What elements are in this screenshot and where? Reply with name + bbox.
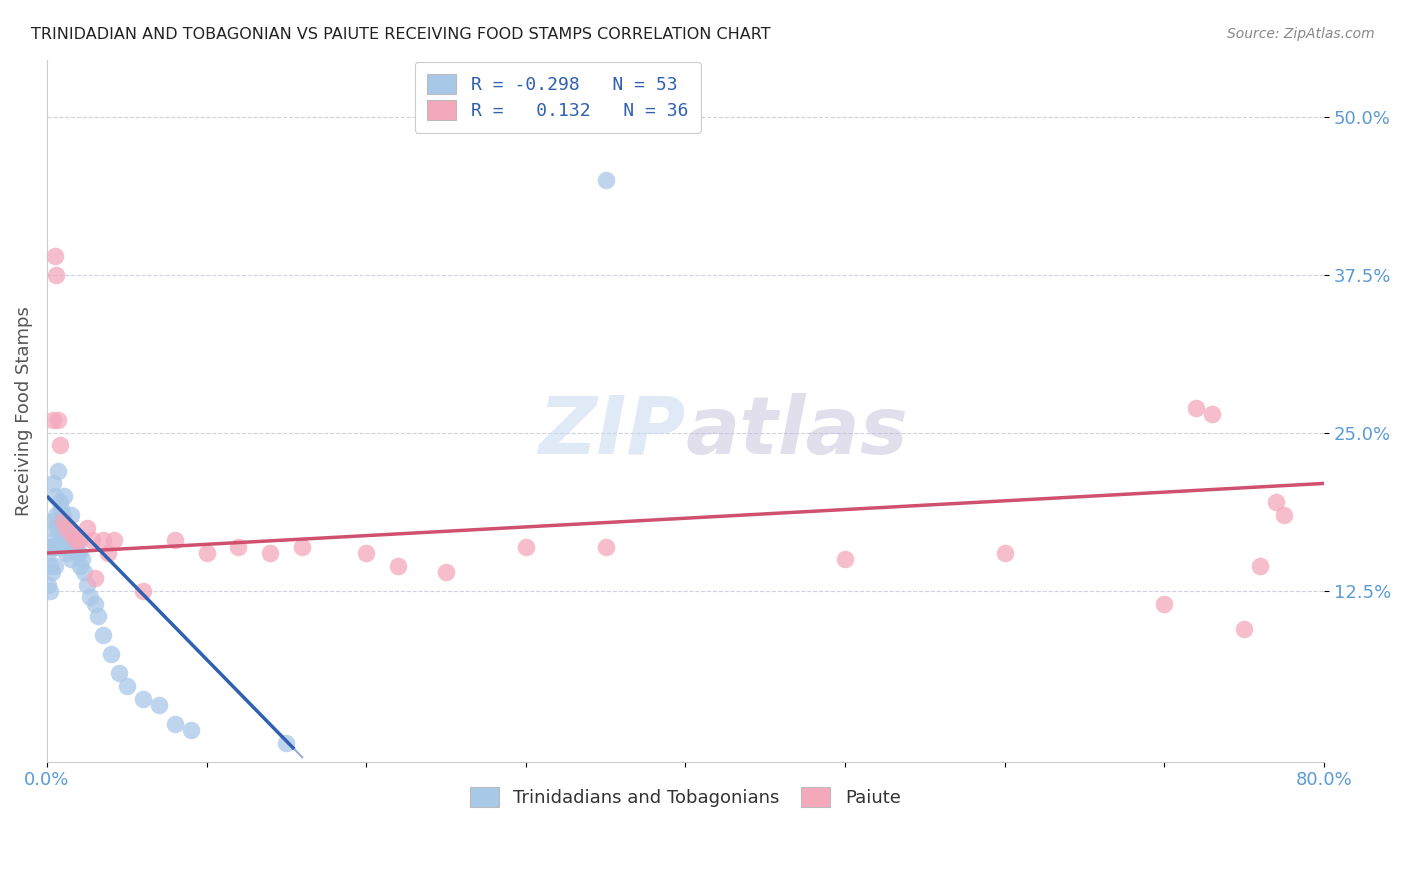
Point xyxy=(42,476,65,491)
Point xyxy=(39,558,62,573)
Point xyxy=(41,521,63,535)
Point xyxy=(434,565,457,579)
Point xyxy=(44,249,66,263)
Y-axis label: Receiving Food Stamps: Receiving Food Stamps xyxy=(15,306,32,516)
Text: Source: ZipAtlas.com: Source: ZipAtlas.com xyxy=(1227,27,1375,41)
Point xyxy=(55,521,77,535)
Point xyxy=(42,413,65,427)
Point xyxy=(76,577,98,591)
Point xyxy=(131,691,153,706)
Point xyxy=(55,521,77,535)
Point xyxy=(45,540,67,554)
Point xyxy=(72,565,94,579)
Point xyxy=(44,533,66,548)
Point xyxy=(387,558,409,573)
Point xyxy=(42,515,65,529)
Point xyxy=(79,591,101,605)
Point xyxy=(53,489,76,503)
Point xyxy=(131,584,153,599)
Point xyxy=(276,736,298,750)
Point xyxy=(67,533,90,548)
Point xyxy=(87,609,110,624)
Point xyxy=(51,533,73,548)
Point xyxy=(39,540,62,554)
Point xyxy=(1201,407,1223,421)
Point xyxy=(1265,495,1288,509)
Point xyxy=(37,546,59,560)
Point xyxy=(46,413,69,427)
Point xyxy=(56,533,79,548)
Point xyxy=(291,540,314,554)
Point xyxy=(994,546,1017,560)
Point xyxy=(1249,558,1271,573)
Point xyxy=(70,552,93,566)
Text: atlas: atlas xyxy=(685,392,908,471)
Point xyxy=(46,521,69,535)
Point xyxy=(96,546,118,560)
Point xyxy=(59,552,82,566)
Point xyxy=(163,533,186,548)
Point xyxy=(354,546,377,560)
Point xyxy=(58,540,80,554)
Point xyxy=(45,508,67,522)
Point xyxy=(51,501,73,516)
Point xyxy=(45,268,67,282)
Point xyxy=(834,552,856,566)
Point xyxy=(55,546,77,560)
Point xyxy=(52,515,75,529)
Point xyxy=(62,527,84,541)
Point xyxy=(595,173,617,187)
Point xyxy=(83,571,105,585)
Point xyxy=(259,546,281,560)
Text: ZIP: ZIP xyxy=(538,392,685,471)
Point xyxy=(103,533,125,548)
Point xyxy=(41,565,63,579)
Legend: Trinidadians and Tobagonians, Paiute: Trinidadians and Tobagonians, Paiute xyxy=(461,778,910,816)
Point xyxy=(48,438,70,452)
Point xyxy=(1153,597,1175,611)
Point xyxy=(63,533,86,548)
Point xyxy=(228,540,250,554)
Point xyxy=(59,508,82,522)
Point xyxy=(115,679,138,693)
Point xyxy=(53,527,76,541)
Point xyxy=(65,533,87,548)
Point xyxy=(66,546,89,560)
Point xyxy=(195,546,218,560)
Point xyxy=(180,723,202,738)
Point xyxy=(163,716,186,731)
Point xyxy=(91,533,114,548)
Point xyxy=(39,584,62,599)
Point xyxy=(52,540,75,554)
Point xyxy=(67,546,90,560)
Point xyxy=(46,464,69,478)
Point xyxy=(107,666,129,681)
Point xyxy=(80,533,103,548)
Point xyxy=(52,508,75,522)
Point xyxy=(91,628,114,642)
Point xyxy=(595,540,617,554)
Point xyxy=(44,489,66,503)
Point xyxy=(515,540,537,554)
Point xyxy=(44,558,66,573)
Point xyxy=(1233,622,1256,636)
Point xyxy=(48,527,70,541)
Point xyxy=(1272,508,1295,522)
Point xyxy=(37,577,59,591)
Point xyxy=(76,521,98,535)
Point xyxy=(41,540,63,554)
Point xyxy=(48,495,70,509)
Point xyxy=(65,540,87,554)
Text: TRINIDADIAN AND TOBAGONIAN VS PAIUTE RECEIVING FOOD STAMPS CORRELATION CHART: TRINIDADIAN AND TOBAGONIAN VS PAIUTE REC… xyxy=(31,27,770,42)
Point xyxy=(148,698,170,712)
Point xyxy=(100,647,122,661)
Point xyxy=(69,558,91,573)
Point xyxy=(1185,401,1208,415)
Point xyxy=(83,597,105,611)
Point xyxy=(59,527,82,541)
